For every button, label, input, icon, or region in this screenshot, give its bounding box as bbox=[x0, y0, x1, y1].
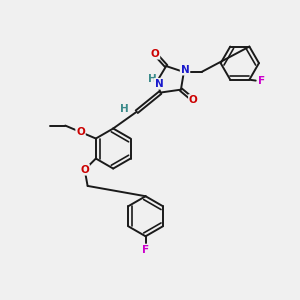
Text: O: O bbox=[76, 127, 85, 137]
Text: H: H bbox=[120, 104, 128, 114]
Text: F: F bbox=[258, 76, 265, 86]
Text: N: N bbox=[155, 79, 164, 89]
Text: O: O bbox=[151, 49, 159, 59]
Text: O: O bbox=[80, 165, 89, 175]
Text: F: F bbox=[142, 244, 149, 254]
Text: O: O bbox=[189, 95, 198, 105]
Text: H: H bbox=[148, 74, 157, 84]
Text: N: N bbox=[181, 64, 189, 75]
